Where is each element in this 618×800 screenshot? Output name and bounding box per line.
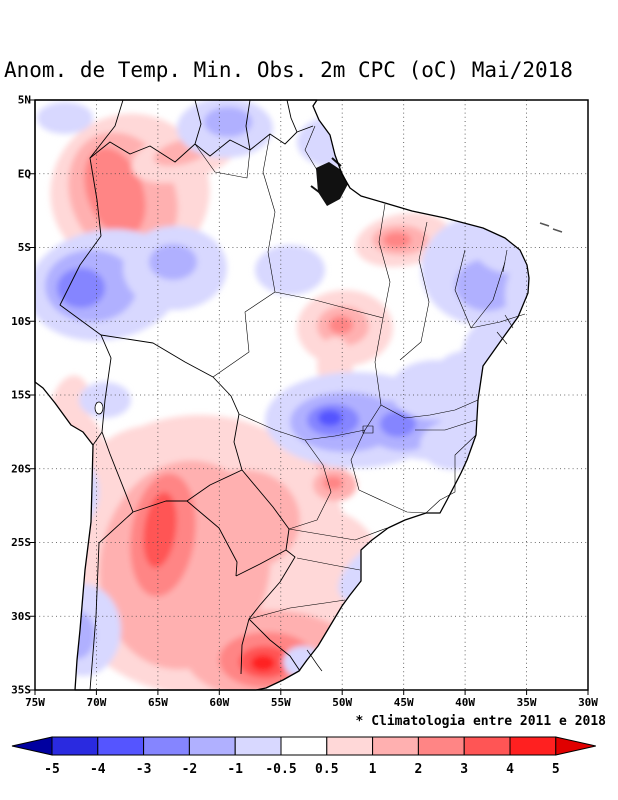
- anomaly-contour: [318, 410, 342, 426]
- lat-tick-label: 20S: [11, 462, 31, 475]
- ocean-island-marks: [539, 222, 563, 233]
- lat-tick-label: 5N: [18, 95, 31, 107]
- anomaly-contour: [59, 611, 95, 659]
- colorbar: -5 -4 -3 -2 -1 -0.5 0.5 1 2 3 4 5: [11, 736, 596, 777]
- colorbar-tick-label: -5: [44, 762, 60, 777]
- map-plot: 5N EQ 5S 10S 15S 20S 25S 30S 35S 75W 70W…: [11, 95, 598, 709]
- anomaly-contour: [329, 316, 353, 334]
- colorbar-segment: [509, 736, 557, 756]
- lon-tick-label: 40W: [455, 696, 475, 709]
- colorbar-tick-label: -1: [227, 762, 243, 777]
- anomaly-contour: [323, 476, 343, 490]
- colorbar-tick-label: -3: [136, 762, 152, 777]
- colorbar-segment: [326, 736, 374, 756]
- lake-titicaca: [94, 401, 104, 415]
- anomaly-contour: [84, 147, 146, 237]
- anomaly-contour: [345, 141, 389, 169]
- lon-tick-label: 55W: [271, 696, 291, 709]
- anomaly-contour: [57, 474, 81, 510]
- anomaly-contour: [143, 492, 177, 568]
- lon-tick-label: 30W: [578, 696, 598, 709]
- coastline: [34, 99, 530, 691]
- lon-tick-label: 45W: [394, 696, 414, 709]
- colorbar-segment: [234, 736, 282, 756]
- lat-tick-label: 30S: [11, 610, 31, 623]
- colorbar-tick-label: -2: [182, 762, 198, 777]
- colorbar-tick-label: 0.5: [315, 762, 338, 777]
- anomaly-contour: [390, 360, 480, 420]
- map-lines: [34, 99, 563, 691]
- coastal-lagoon: [306, 649, 323, 672]
- colorbar-tick-label: -4: [90, 762, 106, 777]
- lon-tick-label: 70W: [86, 696, 106, 709]
- anomaly-contour: [37, 102, 93, 134]
- lat-tick-label: 5S: [18, 241, 31, 254]
- colorbar-tick-label: 5: [552, 762, 560, 777]
- amazon-estuary: [316, 162, 348, 206]
- amazon-channels: [310, 157, 342, 196]
- state-borders: [194, 125, 526, 620]
- axis-ticks: [30, 99, 589, 695]
- anomaly-contour: [251, 655, 275, 671]
- lon-tick-label: 35W: [517, 696, 537, 709]
- anomaly-contour: [475, 392, 529, 448]
- colorbar-segment: [417, 736, 465, 756]
- colorbar-arrow-left: [11, 736, 53, 756]
- colorbar-tick-label: 1: [369, 762, 377, 777]
- colorbar-tick-label: -0.5: [265, 762, 296, 777]
- lat-tick-label: EQ: [18, 167, 32, 180]
- anomaly-contour: [149, 244, 197, 280]
- longitude-axis-labels: 75W 70W 65W 60W 55W 50W 45W 40W 35W 30W: [25, 696, 598, 709]
- colorbar-labels: -5 -4 -3 -2 -1 -0.5 0.5 1 2 3 4 5: [44, 762, 560, 777]
- lat-tick-label: 35S: [11, 684, 31, 697]
- colorbar-tick-label: 3: [460, 762, 468, 777]
- anomaly-contour: [57, 268, 105, 308]
- anomaly-contour: [255, 245, 325, 295]
- lat-tick-label: 25S: [11, 536, 31, 549]
- colorbar-tick-label: 2: [414, 762, 422, 777]
- country-borders: [59, 99, 314, 691]
- climatology-footnote: * Climatologia entre 2011 e 2018: [355, 714, 606, 729]
- colorbar-segment: [97, 736, 145, 756]
- anomaly-contour: [383, 232, 411, 248]
- anomaly-shading: [35, 100, 529, 690]
- colorbar-segment: [188, 736, 236, 756]
- graticule: [35, 100, 588, 690]
- colorbar-segment: [372, 736, 419, 756]
- lat-tick-label: 15S: [11, 389, 31, 402]
- anomaly-contour: [190, 470, 300, 570]
- lon-tick-label: 75W: [25, 696, 45, 709]
- anomaly-contour: [367, 550, 403, 580]
- page-title: Anom. de Temp. Min. Obs. 2m CPC (oC) Mai…: [4, 58, 573, 82]
- colorbar-segment: [143, 736, 190, 756]
- anomaly-contour: [204, 107, 252, 137]
- colorbar-segment: [51, 736, 99, 756]
- colorbar-segment: [280, 736, 328, 756]
- lon-tick-label: 60W: [209, 696, 229, 709]
- lon-tick-label: 50W: [332, 696, 352, 709]
- anomaly-contour: [475, 222, 529, 274]
- colorbar-arrow-right: [555, 736, 596, 756]
- colorbar-segment: [463, 736, 511, 756]
- lat-tick-label: 10S: [11, 315, 31, 328]
- latitude-axis-labels: 5N EQ 5S 10S 15S 20S 25S 30S 35S: [11, 95, 31, 697]
- lon-tick-label: 65W: [148, 696, 168, 709]
- colorbar-tick-label: 4: [506, 762, 514, 777]
- anomaly-contour: [283, 646, 323, 678]
- anomaly-contour: [51, 426, 83, 474]
